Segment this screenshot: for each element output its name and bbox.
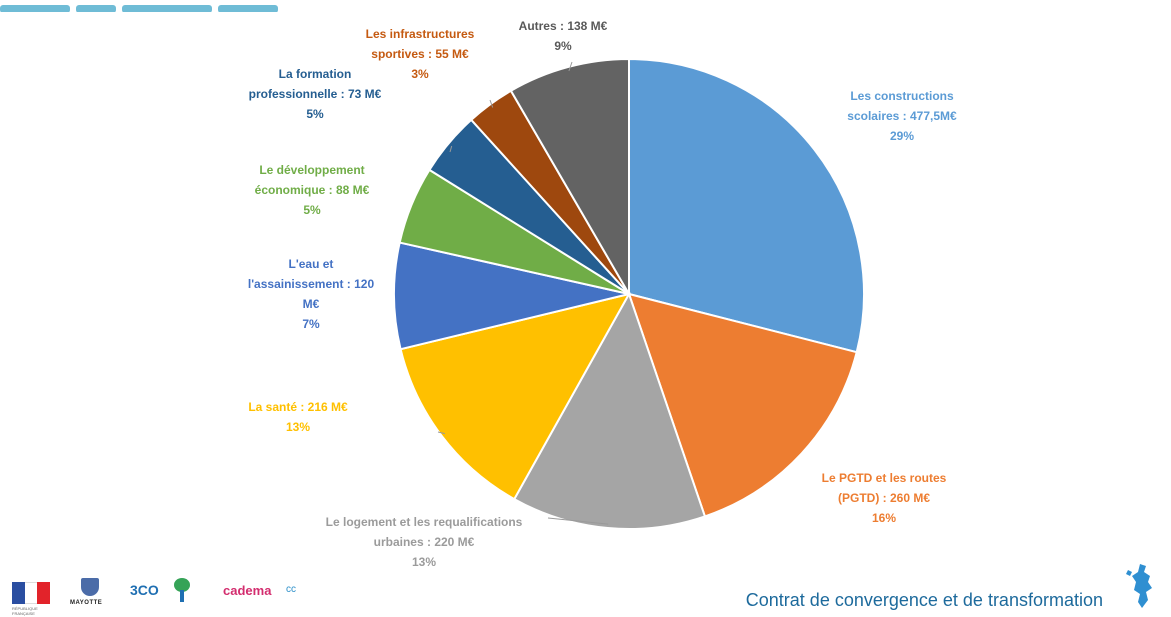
slice-label-5: Le développement économique : 88 M€ 5%: [255, 160, 370, 220]
leader-line-2: [547, 517, 609, 525]
leader-line-6: [449, 145, 453, 153]
slice-label-percent: 16%: [871, 511, 897, 525]
mayotte-island-icon: [1126, 564, 1152, 608]
community-logo: cc: [286, 584, 296, 595]
3co-logo: 3CO: [130, 582, 159, 598]
slice-label-percent: 5%: [306, 107, 324, 121]
pie-slice-8: [509, 57, 630, 298]
slice-label-2: Le logement et les requalifications urba…: [326, 512, 523, 572]
slice-label-1: Le PGTD et les routes (PGTD) : 260 M€ 16%: [822, 468, 947, 528]
slice-label-percent: 29%: [889, 129, 915, 143]
pie-slice-3: [399, 292, 631, 501]
slice-label-percent: 9%: [554, 39, 572, 53]
leader-line-3: [437, 431, 446, 435]
leader-line-8: [568, 61, 573, 72]
slice-label-3: La santé : 216 M€ 13%: [248, 397, 347, 437]
slice-label-text: Le PGTD et les routes (PGTD) : 260 M€: [821, 471, 947, 505]
slice-label-text: L'eau et l'assainissement : 120 M€: [247, 257, 375, 311]
slice-label-percent: 3%: [411, 67, 429, 81]
french-republic-logo: RÉPUBLIQUE FRANÇAISE: [12, 582, 51, 616]
slice-label-text: Le développement économique : 88 M€: [254, 163, 370, 197]
slice-label-8: Autres : 138 M€ 9%: [519, 16, 608, 56]
slice-label-7: Les infrastructures sportives : 55 M€ 3%: [366, 24, 475, 84]
slice-label-text: La santé : 216 M€: [248, 400, 348, 414]
slice-label-percent: 13%: [411, 555, 437, 569]
leader-line-7: [489, 99, 494, 108]
slice-label-percent: 13%: [285, 420, 311, 434]
slice-label-text: Le logement et les requalifications urba…: [325, 515, 523, 549]
slice-label-6: La formation professionnelle : 73 M€ 5%: [249, 64, 382, 124]
tree-logo: [172, 578, 192, 604]
footer-title: Contrat de convergence et de transformat…: [745, 590, 1103, 610]
pie-slice-4: [393, 241, 630, 351]
pie-slice-0: [628, 57, 865, 354]
slice-label-0: Les constructions scolaires : 477,5M€ 29%: [847, 86, 956, 146]
slice-label-text: La formation professionnelle : 73 M€: [248, 67, 382, 101]
slice-label-text: Autres : 138 M€: [518, 19, 608, 33]
mayotte-department-logo: MAYOTTE: [70, 578, 110, 608]
pie-slice-1: [627, 292, 858, 518]
slice-label-text: Les infrastructures sportives : 55 M€: [365, 27, 475, 61]
slice-label-4: L'eau et l'assainissement : 120 M€ 7%: [248, 254, 374, 334]
slice-label-percent: 5%: [303, 203, 321, 217]
cadema-logo: cadema: [223, 583, 272, 598]
slice-label-text: Les constructions scolaires : 477,5M€: [847, 89, 957, 123]
slice-label-percent: 7%: [302, 317, 320, 331]
top-decoration: [0, 0, 330, 12]
pie-slice-2: [512, 291, 707, 530]
